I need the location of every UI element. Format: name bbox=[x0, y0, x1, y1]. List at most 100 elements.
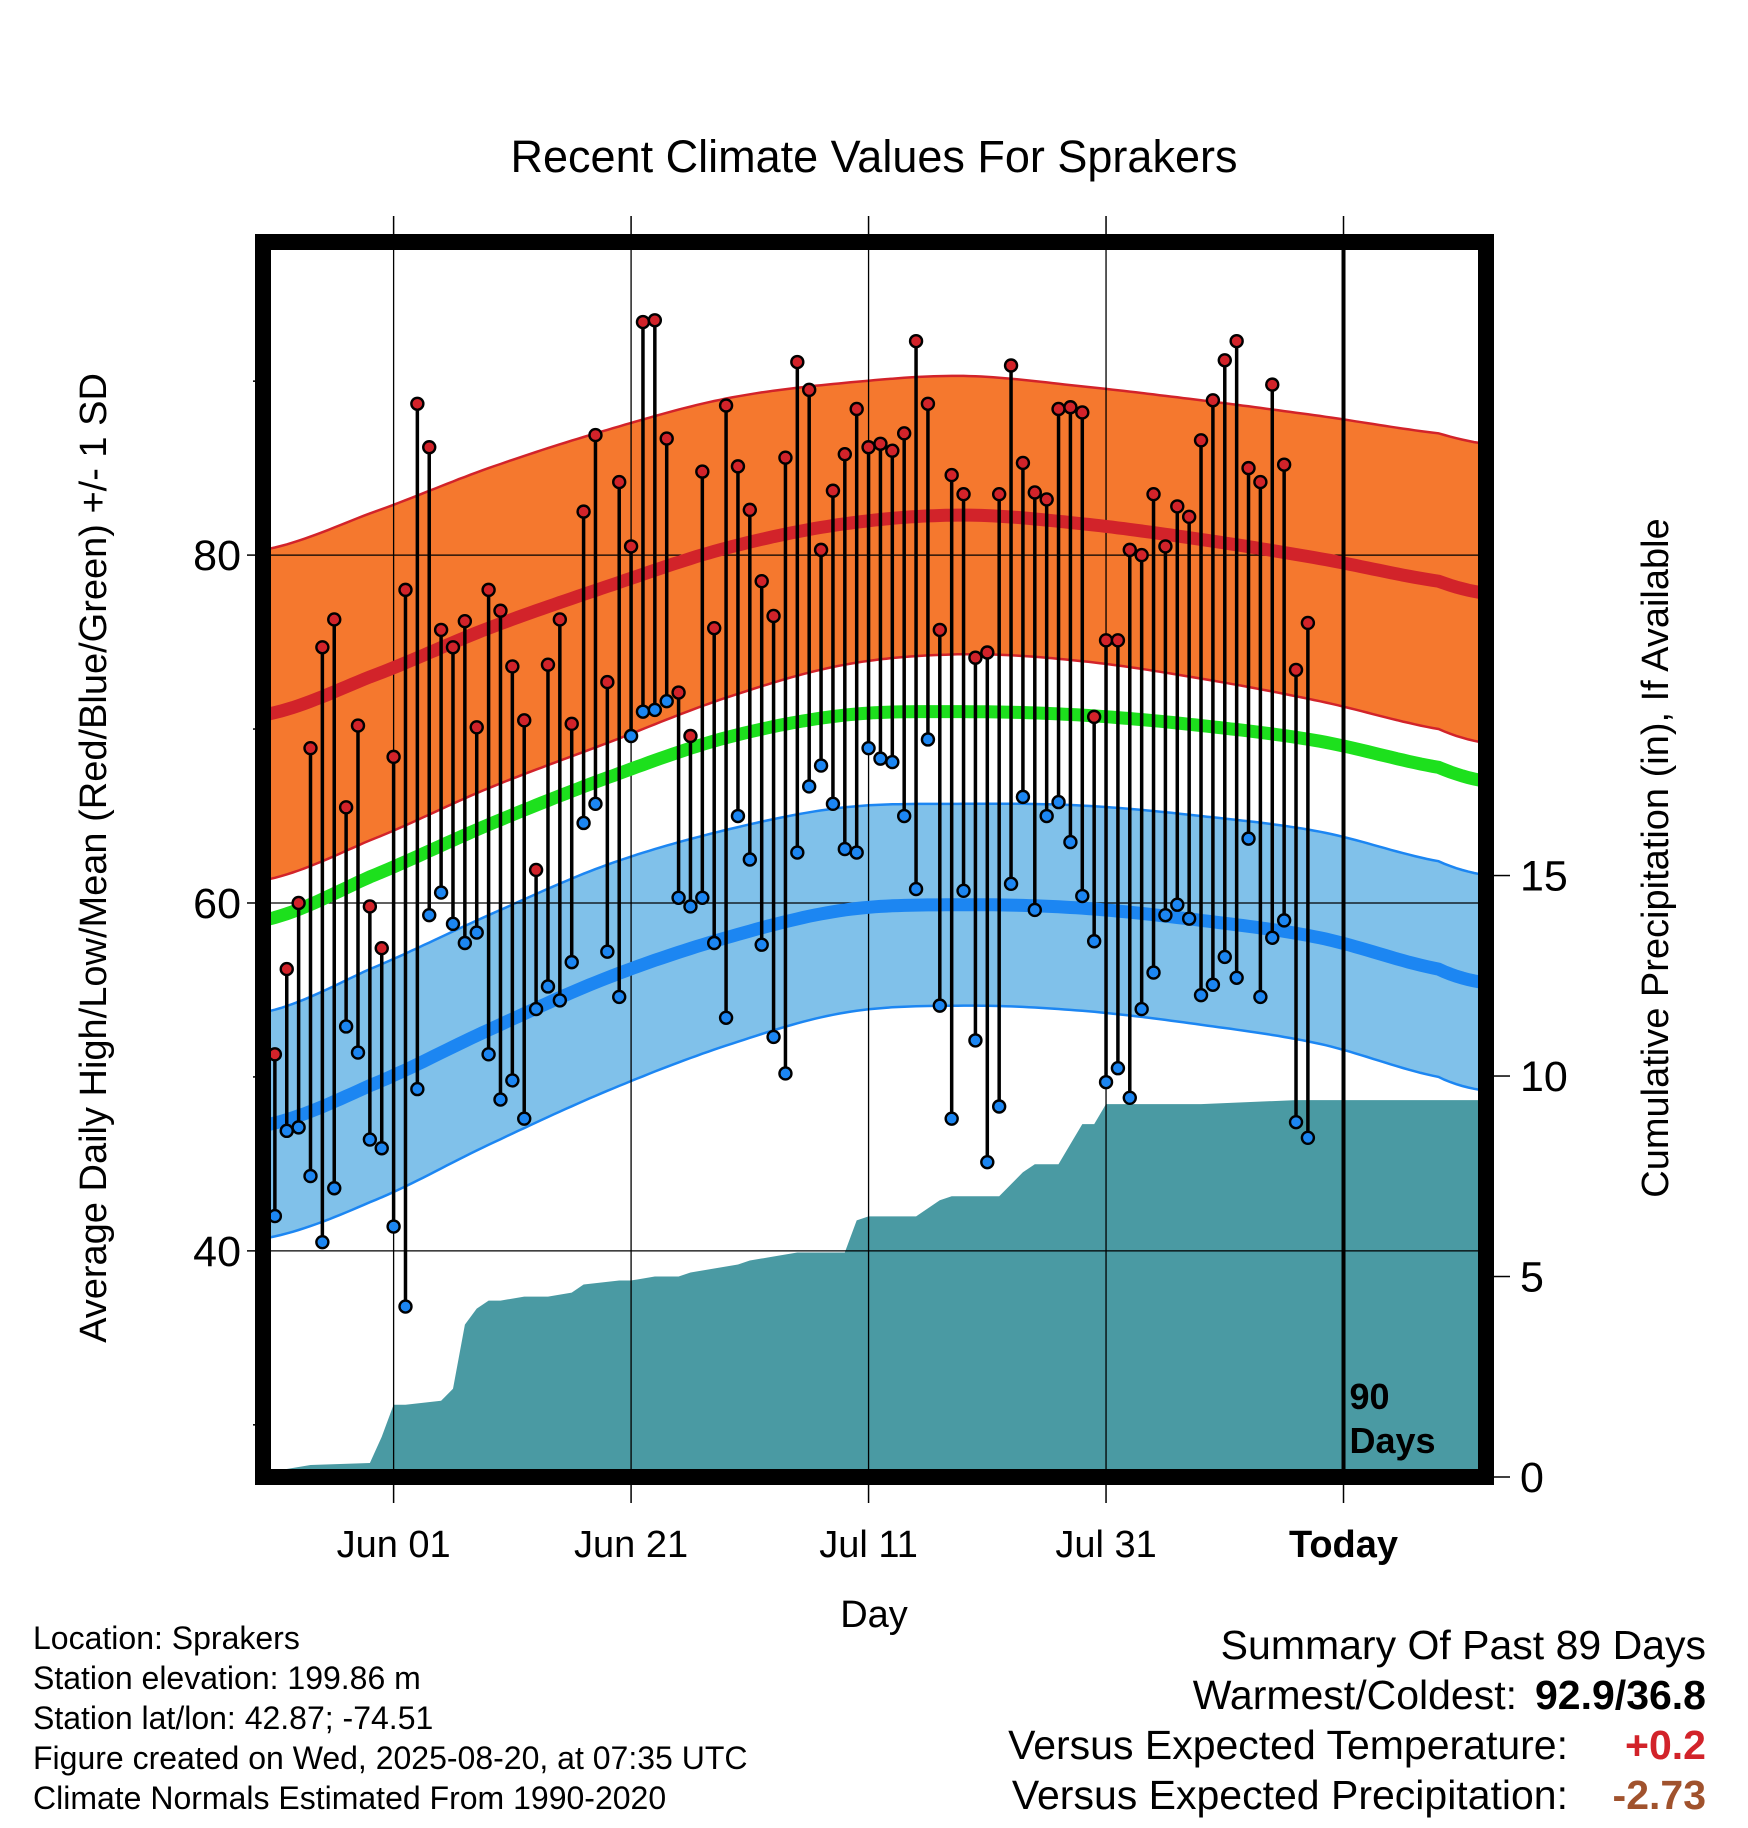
info-latlon: Station lat/lon: 42.87; -74.51 bbox=[33, 1700, 434, 1736]
high-temp-point bbox=[1122, 542, 1137, 558]
low-band-lower-edge bbox=[262, 1004, 1487, 1240]
low-temp-point bbox=[980, 1154, 995, 1170]
low-temp-point bbox=[600, 944, 615, 959]
low-temp-point bbox=[564, 954, 579, 970]
today-marker-label-number: 90 bbox=[1350, 1376, 1390, 1417]
station-info: Location: Sprakers Station elevation: 19… bbox=[33, 1618, 747, 1818]
high-temp-point bbox=[1134, 547, 1149, 563]
low-temp-point bbox=[1229, 970, 1244, 985]
high-temp-point bbox=[303, 740, 318, 756]
low-temp-point bbox=[683, 899, 698, 914]
low-temp-point bbox=[825, 796, 841, 812]
high-temp-point bbox=[1110, 633, 1126, 648]
high-temp-point bbox=[422, 440, 437, 455]
high-temp-point bbox=[1003, 358, 1019, 373]
low-temp-point bbox=[885, 754, 900, 770]
high-temp-point bbox=[517, 713, 532, 728]
low-temp-point bbox=[588, 796, 603, 812]
low-temp-point bbox=[837, 841, 853, 857]
low-temp-point bbox=[1086, 934, 1102, 949]
low-temp-point bbox=[968, 1033, 983, 1048]
low-temp-point bbox=[422, 907, 437, 923]
low-temp-point bbox=[1158, 907, 1173, 923]
high-temp-point bbox=[410, 396, 425, 411]
low-temp-point bbox=[1051, 794, 1066, 810]
high-temp-point bbox=[564, 716, 579, 732]
low-temp-point bbox=[1300, 1130, 1316, 1146]
high-temp-point bbox=[1193, 433, 1209, 448]
low-temp-point bbox=[944, 1111, 959, 1126]
low-temp-point bbox=[908, 881, 924, 897]
high-temp-point bbox=[885, 443, 900, 458]
low-temp-point bbox=[1181, 911, 1197, 926]
high-temp-point bbox=[980, 645, 995, 660]
low-temp-point bbox=[445, 916, 461, 932]
high-temp-point bbox=[766, 608, 781, 624]
low-temp-point bbox=[873, 751, 888, 766]
low-temp-point bbox=[374, 1141, 389, 1156]
low-temp-point bbox=[540, 979, 556, 994]
low-temp-point bbox=[718, 1010, 734, 1025]
plot-frame bbox=[255, 234, 1494, 1485]
info-location: Location: Sprakers bbox=[33, 1620, 300, 1656]
high-temp-point bbox=[279, 961, 294, 977]
low-temp-point bbox=[279, 1123, 294, 1139]
high-temp-point bbox=[801, 382, 817, 398]
low-temp-point bbox=[1288, 1114, 1304, 1130]
high-temp-point bbox=[1265, 377, 1280, 392]
high-temp-point bbox=[1181, 509, 1197, 525]
high-temp-point bbox=[825, 483, 841, 498]
high-temp-point bbox=[327, 612, 342, 627]
normal-mean-line bbox=[261, 705, 1488, 927]
high-temp-point bbox=[671, 685, 686, 700]
high-temp-point bbox=[623, 539, 639, 554]
high-temp-point bbox=[540, 657, 556, 672]
high-temp-point bbox=[730, 459, 746, 474]
x-tick-label: Today bbox=[1289, 1524, 1398, 1566]
high-temp-point bbox=[742, 502, 758, 518]
summary-precip-row: Versus Expected Precipitation: -2.73 bbox=[1008, 1770, 1706, 1820]
precip-value: -2.73 bbox=[1612, 1772, 1706, 1818]
high-temp-point bbox=[991, 487, 1007, 502]
low-temp-point bbox=[612, 989, 627, 1005]
high-temp-point bbox=[1027, 485, 1042, 500]
high-temp-point bbox=[576, 504, 591, 519]
warm-cold-label: Warmest/Coldest: bbox=[1192, 1672, 1517, 1718]
low-temp-point bbox=[766, 1029, 781, 1045]
high-temp-point bbox=[647, 313, 663, 328]
precip-label: Versus Expected Precipitation: bbox=[1011, 1772, 1568, 1818]
high-temp-point bbox=[968, 650, 983, 665]
summary-warm-cold-row: Warmest/Coldest: 92.9/36.8 bbox=[1008, 1670, 1706, 1720]
high-temp-point bbox=[291, 895, 306, 911]
high-temp-point bbox=[659, 431, 674, 446]
low-temp-point bbox=[920, 732, 936, 747]
low-temp-point bbox=[623, 728, 639, 744]
high-temp-point bbox=[1241, 460, 1256, 476]
low-band-upper-edge bbox=[262, 802, 1487, 1014]
summary-title: Summary Of Past 89 Days bbox=[1220, 1622, 1706, 1668]
x-axis-label: Day bbox=[840, 1594, 908, 1636]
stem-layer bbox=[261, 320, 1310, 1307]
high-temp-point bbox=[683, 728, 698, 744]
low-temp-point bbox=[932, 998, 948, 1013]
high-temp-point bbox=[813, 542, 829, 558]
y-axis-label: Average Daily High/Low/Mean (Red/Blue/Gr… bbox=[73, 373, 115, 1343]
high-temp-point bbox=[588, 427, 603, 443]
high-temp-point bbox=[956, 487, 971, 502]
axes-layer: 40 60 80 0 5 10 15 Jun 01 Jun 21 Jul 11 Jul 31 Toda… bbox=[193, 216, 1568, 1566]
low-temp-point bbox=[517, 1111, 532, 1126]
high-temp-point bbox=[1276, 457, 1292, 472]
high-temp-point bbox=[481, 582, 496, 598]
low-temp-point bbox=[671, 890, 686, 905]
high-temp-point bbox=[1217, 353, 1232, 368]
y2-tick-label: 5 bbox=[1520, 1254, 1544, 1302]
high-temp-point bbox=[920, 396, 936, 411]
low-temp-point bbox=[1253, 989, 1268, 1005]
low-temp-point bbox=[398, 1299, 413, 1314]
low-temp-point bbox=[1193, 987, 1209, 1003]
low-temp-point bbox=[350, 1045, 366, 1060]
low-temp-point bbox=[849, 845, 864, 860]
high-temp-point bbox=[635, 314, 651, 330]
high-temp-point bbox=[1086, 709, 1102, 725]
